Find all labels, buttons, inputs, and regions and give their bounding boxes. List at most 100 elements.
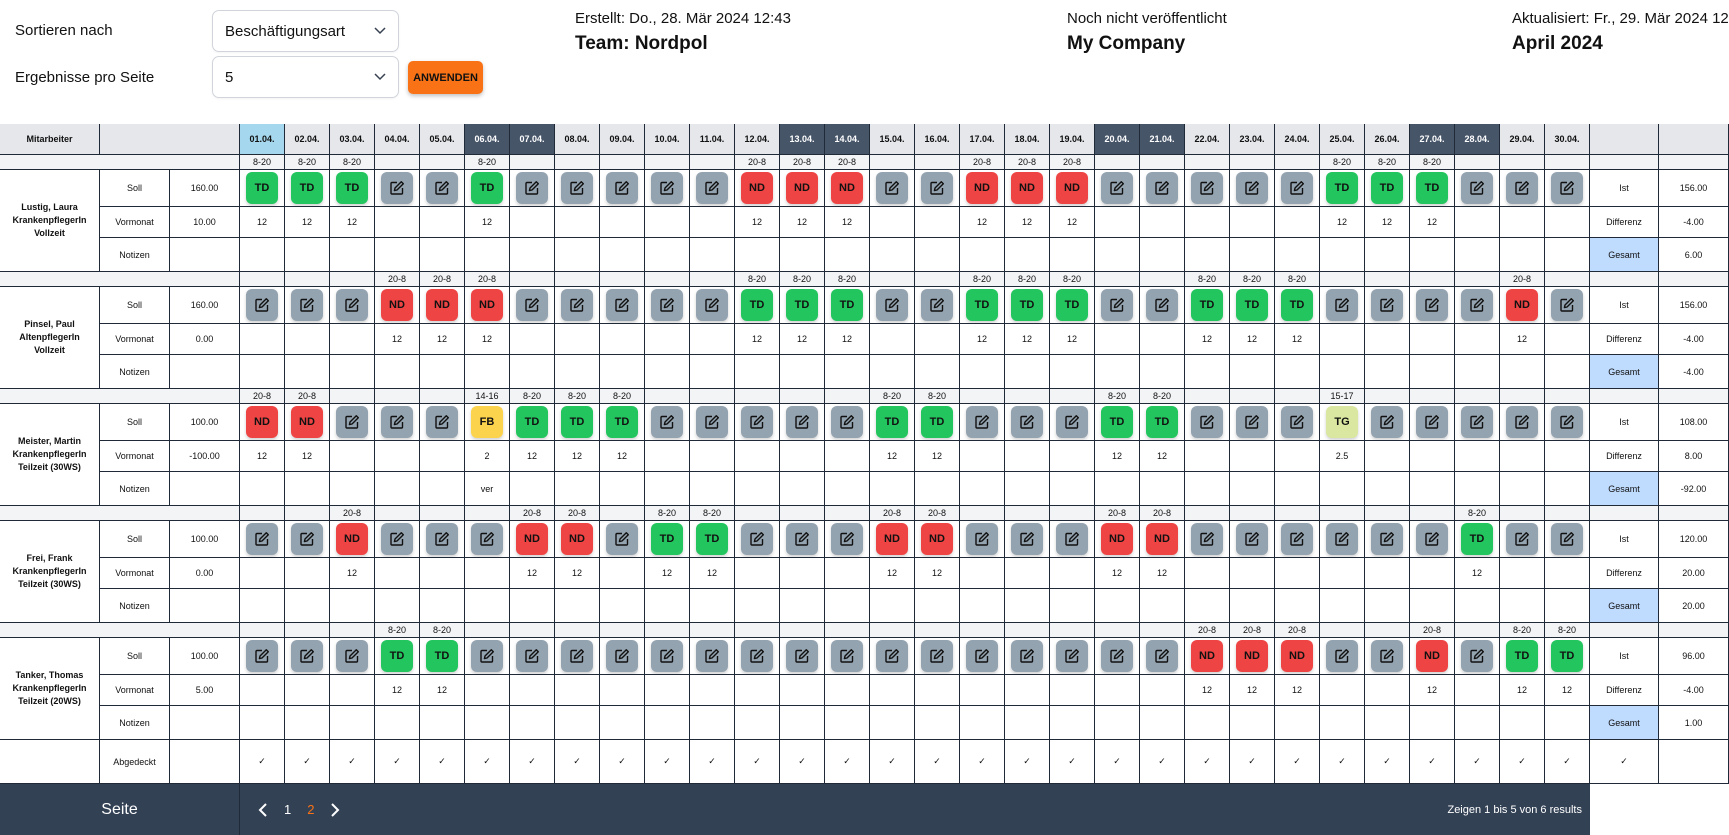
- edit-shift-button[interactable]: [1416, 523, 1448, 555]
- shift-badge[interactable]: ND: [1101, 523, 1133, 555]
- edit-shift-button[interactable]: [1416, 289, 1448, 321]
- edit-shift-button[interactable]: [966, 406, 998, 438]
- edit-shift-button[interactable]: [606, 640, 638, 672]
- edit-shift-button[interactable]: [921, 172, 953, 204]
- apply-button[interactable]: ANWENDEN: [408, 61, 483, 94]
- shift-badge[interactable]: TD: [606, 406, 638, 438]
- edit-shift-button[interactable]: [1146, 172, 1178, 204]
- shift-badge[interactable]: TD: [291, 172, 323, 204]
- edit-shift-button[interactable]: [381, 523, 413, 555]
- edit-shift-button[interactable]: [516, 640, 548, 672]
- edit-shift-button[interactable]: [1056, 523, 1088, 555]
- edit-shift-button[interactable]: [1281, 406, 1313, 438]
- edit-shift-button[interactable]: [921, 289, 953, 321]
- edit-shift-button[interactable]: [1506, 172, 1538, 204]
- sort-select[interactable]: Beschäftigungsart: [212, 10, 399, 52]
- shift-badge[interactable]: TD: [876, 406, 908, 438]
- edit-shift-button[interactable]: [246, 289, 278, 321]
- edit-shift-button[interactable]: [921, 640, 953, 672]
- shift-badge[interactable]: TD: [1551, 640, 1583, 672]
- edit-shift-button[interactable]: [516, 289, 548, 321]
- edit-shift-button[interactable]: [1236, 406, 1268, 438]
- edit-shift-button[interactable]: [696, 289, 728, 321]
- shift-badge[interactable]: ND: [246, 406, 278, 438]
- edit-shift-button[interactable]: [651, 172, 683, 204]
- edit-shift-button[interactable]: [1371, 640, 1403, 672]
- edit-shift-button[interactable]: [291, 640, 323, 672]
- edit-shift-button[interactable]: [1011, 640, 1043, 672]
- edit-shift-button[interactable]: [1281, 523, 1313, 555]
- shift-badge[interactable]: ND: [786, 172, 818, 204]
- edit-shift-button[interactable]: [1551, 523, 1583, 555]
- edit-shift-button[interactable]: [1371, 289, 1403, 321]
- shift-badge[interactable]: ND: [426, 289, 458, 321]
- shift-badge[interactable]: ND: [921, 523, 953, 555]
- edit-shift-button[interactable]: [1461, 289, 1493, 321]
- edit-shift-button[interactable]: [426, 523, 458, 555]
- shift-badge[interactable]: TD: [741, 289, 773, 321]
- edit-shift-button[interactable]: [1011, 406, 1043, 438]
- chevron-right-icon[interactable]: [330, 802, 340, 817]
- shift-badge[interactable]: TD: [1146, 406, 1178, 438]
- edit-shift-button[interactable]: [246, 640, 278, 672]
- shift-badge[interactable]: TD: [696, 523, 728, 555]
- shift-badge[interactable]: ND: [336, 523, 368, 555]
- edit-shift-button[interactable]: [1191, 172, 1223, 204]
- shift-badge[interactable]: ND: [471, 289, 503, 321]
- shift-badge[interactable]: TD: [1281, 289, 1313, 321]
- edit-shift-button[interactable]: [336, 289, 368, 321]
- edit-shift-button[interactable]: [1236, 523, 1268, 555]
- edit-shift-button[interactable]: [291, 523, 323, 555]
- shift-badge[interactable]: TD: [561, 406, 593, 438]
- shift-badge[interactable]: TD: [336, 172, 368, 204]
- shift-badge[interactable]: ND: [1191, 640, 1223, 672]
- edit-shift-button[interactable]: [561, 172, 593, 204]
- shift-badge[interactable]: ND: [966, 172, 998, 204]
- shift-badge[interactable]: TD: [921, 406, 953, 438]
- shift-badge[interactable]: ND: [561, 523, 593, 555]
- edit-shift-button[interactable]: [426, 172, 458, 204]
- shift-badge[interactable]: ND: [1281, 640, 1313, 672]
- shift-badge[interactable]: TG: [1326, 406, 1358, 438]
- shift-badge[interactable]: TD: [1011, 289, 1043, 321]
- edit-shift-button[interactable]: [1506, 406, 1538, 438]
- edit-shift-button[interactable]: [876, 172, 908, 204]
- edit-shift-button[interactable]: [1371, 406, 1403, 438]
- edit-shift-button[interactable]: [1101, 172, 1133, 204]
- edit-shift-button[interactable]: [1506, 523, 1538, 555]
- edit-shift-button[interactable]: [786, 640, 818, 672]
- edit-shift-button[interactable]: [696, 406, 728, 438]
- shift-badge[interactable]: ND: [291, 406, 323, 438]
- edit-shift-button[interactable]: [1326, 640, 1358, 672]
- edit-shift-button[interactable]: [1056, 406, 1088, 438]
- edit-shift-button[interactable]: [741, 406, 773, 438]
- edit-shift-button[interactable]: [336, 406, 368, 438]
- edit-shift-button[interactable]: [336, 640, 368, 672]
- shift-badge[interactable]: ND: [1056, 172, 1088, 204]
- edit-shift-button[interactable]: [1461, 172, 1493, 204]
- edit-shift-button[interactable]: [606, 523, 638, 555]
- edit-shift-button[interactable]: [1281, 172, 1313, 204]
- edit-shift-button[interactable]: [831, 523, 863, 555]
- shift-badge[interactable]: ND: [1506, 289, 1538, 321]
- edit-shift-button[interactable]: [1371, 523, 1403, 555]
- edit-shift-button[interactable]: [786, 406, 818, 438]
- edit-shift-button[interactable]: [606, 289, 638, 321]
- edit-shift-button[interactable]: [651, 640, 683, 672]
- edit-shift-button[interactable]: [561, 289, 593, 321]
- shift-badge[interactable]: ND: [1416, 640, 1448, 672]
- edit-shift-button[interactable]: [1101, 289, 1133, 321]
- edit-shift-button[interactable]: [876, 289, 908, 321]
- page-link-1[interactable]: 1: [284, 802, 292, 817]
- edit-shift-button[interactable]: [471, 523, 503, 555]
- edit-shift-button[interactable]: [1551, 289, 1583, 321]
- edit-shift-button[interactable]: [696, 640, 728, 672]
- edit-shift-button[interactable]: [426, 406, 458, 438]
- shift-badge[interactable]: ND: [1146, 523, 1178, 555]
- edit-shift-button[interactable]: [246, 523, 278, 555]
- edit-shift-button[interactable]: [831, 640, 863, 672]
- edit-shift-button[interactable]: [381, 172, 413, 204]
- edit-shift-button[interactable]: [1056, 640, 1088, 672]
- per-page-select[interactable]: 5: [212, 56, 399, 98]
- shift-badge[interactable]: ND: [516, 523, 548, 555]
